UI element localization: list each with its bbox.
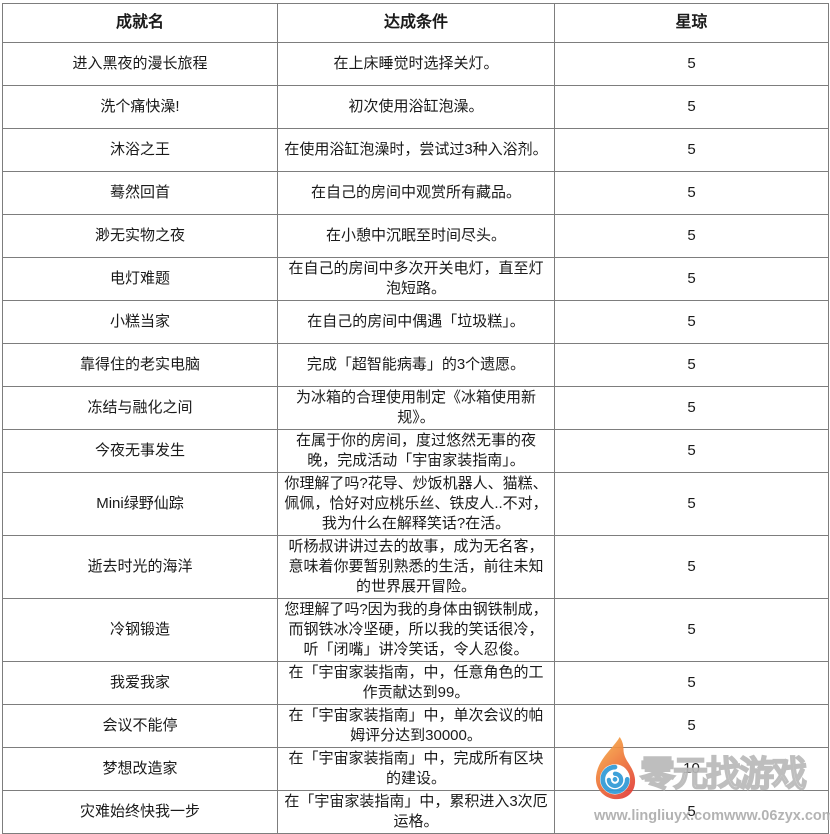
condition-cell: 在使用浴缸泡澡时，尝试过3种入浴剂。 [277,128,555,172]
achievement-name-cell: 沐浴之王 [2,128,278,172]
table-row: 洗个痛快澡! 初次使用浴缸泡澡。 5 [2,85,829,129]
achievement-name-cell: 小糕当家 [2,300,278,344]
reward-cell: 5 [554,42,829,86]
condition-cell: 在小憩中沉眠至时间尽头。 [277,214,555,258]
achievement-name-cell: 电灯难题 [2,257,278,301]
achievement-name-cell: 洗个痛快澡! [2,85,278,129]
reward-cell: 5 [554,214,829,258]
condition-cell: 你理解了吗?花导、炒饭机器人、猫糕、佩佩，恰好对应桃乐丝、铁皮人..不对，我为什… [277,472,555,536]
header-achievement-name: 成就名 [2,3,278,43]
header-condition: 达成条件 [277,3,555,43]
condition-cell: 初次使用浴缸泡澡。 [277,85,555,129]
achievement-name-cell: 冻结与融化之间 [2,386,278,430]
reward-cell: 5 [554,257,829,301]
condition-cell: 完成「超智能病毒」的3个遗愿。 [277,343,555,387]
achievements-table: 成就名 达成条件 星琼 进入黑夜的漫长旅程 在上床睡觉时选择关灯。 5 洗个痛快… [2,3,829,834]
achievement-name-cell: 蓦然回首 [2,171,278,215]
condition-cell: 在「宇宙家装指南」中，单次会议的帕姆评分达到30000。 [277,704,555,748]
achievement-name-cell: 冷钢锻造 [2,598,278,662]
condition-cell: 在上床睡觉时选择关灯。 [277,42,555,86]
header-reward: 星琼 [554,3,829,43]
achievements-table-container: 成就名 达成条件 星琼 进入黑夜的漫长旅程 在上床睡觉时选择关灯。 5 洗个痛快… [2,3,829,834]
achievement-name-cell: 今夜无事发生 [2,429,278,473]
table-row: 渺无实物之夜 在小憩中沉眠至时间尽头。 5 [2,214,829,258]
watermark-url-left: www.lingliuyx.com [594,808,724,824]
table-row: 今夜无事发生 在属于你的房间，度过悠然无事的夜晚，完成活动「宇宙家装指南」。 5 [2,429,829,473]
table-row: 逝去时光的海洋 听杨叔讲讲过去的故事，成为无名客，意味着你要暂别熟悉的生活，前往… [2,535,829,599]
table-row: 沐浴之王 在使用浴缸泡澡时，尝试过3种入浴剂。 5 [2,128,829,172]
table-row: 我爱我家 在「宇宙家装指南，中，任意角色的工作贡献达到99。 5 [2,661,829,705]
condition-cell: 在「宇宙家装指南」中，完成所有区块的建设。 [277,747,555,791]
table-row: 蓦然回首 在自己的房间中观赏所有藏品。 5 [2,171,829,215]
table-row: 电灯难题 在自己的房间中多次开关电灯，直至灯泡短路。 5 [2,257,829,301]
table-header-row: 成就名 达成条件 星琼 [2,3,829,43]
reward-cell: 5 [554,300,829,344]
table-row: Mini绿野仙踪 你理解了吗?花导、炒饭机器人、猫糕、佩佩，恰好对应桃乐丝、铁皮… [2,472,829,536]
achievement-name-cell: Mini绿野仙踪 [2,472,278,536]
table-row: 冻结与融化之间 为冰箱的合理使用制定《冰箱使用新规》。 5 [2,386,829,430]
reward-cell: 5 [554,429,829,473]
condition-cell: 在「宇宙家装指南」中，累积进入3次厄运格。 [277,790,555,834]
achievement-name-cell: 渺无实物之夜 [2,214,278,258]
reward-cell: 5 [554,790,829,834]
table-row: 冷钢锻造 您理解了吗?因为我的身体由钢铁制成，而钢铁冰冷坚硬，所以我的笑话很冷，… [2,598,829,662]
condition-cell: 为冰箱的合理使用制定《冰箱使用新规》。 [277,386,555,430]
reward-cell: 5 [554,171,829,215]
reward-cell: 5 [554,704,829,748]
condition-cell: 在自己的房间中观赏所有藏品。 [277,171,555,215]
table-row: 小糕当家 在自己的房间中偶遇「垃圾糕」。 5 [2,300,829,344]
achievement-name-cell: 进入黑夜的漫长旅程 [2,42,278,86]
reward-cell: 5 [554,128,829,172]
table-row: 进入黑夜的漫长旅程 在上床睡觉时选择关灯。 5 [2,42,829,86]
achievement-name-cell: 梦想改造家 [2,747,278,791]
achievement-name-cell: 靠得住的老实电脑 [2,343,278,387]
table-row: 靠得住的老实电脑 完成「超智能病毒」的3个遗愿。 5 [2,343,829,387]
achievement-name-cell: 我爱我家 [2,661,278,705]
condition-cell: 在自己的房间中偶遇「垃圾糕」。 [277,300,555,344]
site-watermark: 零元找游戏 www.lingliuyx.com www.06zyx.com [592,736,830,824]
achievement-name-cell: 会议不能停 [2,704,278,748]
reward-cell: 5 [554,535,829,599]
reward-cell: 5 [554,598,829,662]
table-row: 会议不能停 在「宇宙家装指南」中，单次会议的帕姆评分达到30000。 5 [2,704,829,748]
table-row: 梦想改造家 在「宇宙家装指南」中，完成所有区块的建设。 10 [2,747,829,791]
watermark-url-right: www.06zyx.com [723,808,830,824]
reward-cell: 5 [554,386,829,430]
reward-cell: 5 [554,85,829,129]
reward-cell: 5 [554,661,829,705]
site-logo-icon [592,736,638,807]
condition-cell: 在「宇宙家装指南，中，任意角色的工作贡献达到99。 [277,661,555,705]
reward-cell: 5 [554,343,829,387]
condition-cell: 在自己的房间中多次开关电灯，直至灯泡短路。 [277,257,555,301]
achievement-name-cell: 灾难始终快我一步 [2,790,278,834]
condition-cell: 您理解了吗?因为我的身体由钢铁制成，而钢铁冰冷坚硬，所以我的笑话很冷，听「闭嘴」… [277,598,555,662]
condition-cell: 听杨叔讲讲过去的故事，成为无名客，意味着你要暂别熟悉的生活，前往未知的世界展开冒… [277,535,555,599]
achievement-name-cell: 逝去时光的海洋 [2,535,278,599]
site-name-text: 零元找游戏 [639,754,808,795]
reward-cell: 5 [554,472,829,536]
condition-cell: 在属于你的房间，度过悠然无事的夜晚，完成活动「宇宙家装指南」。 [277,429,555,473]
